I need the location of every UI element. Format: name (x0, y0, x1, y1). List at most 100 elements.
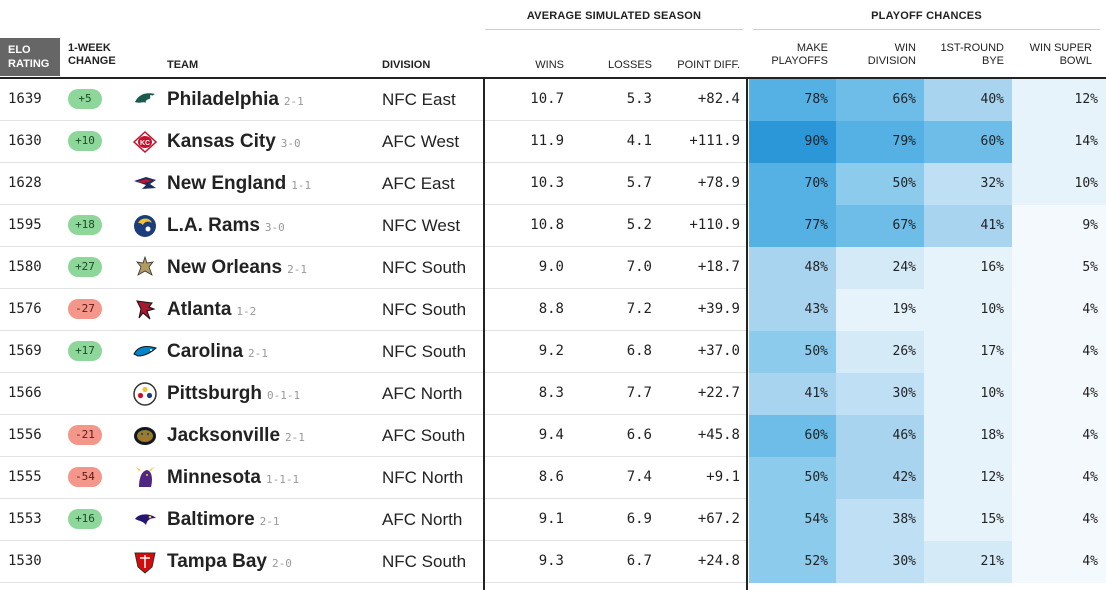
elo-header-line-2: RATING (8, 58, 50, 70)
team-name-cell[interactable]: Jacksonville 2-1 (167, 415, 305, 456)
division-value: AFC North (382, 384, 463, 403)
team-name: Philadelphia (167, 89, 279, 110)
column-header-point-diff[interactable]: POINT DIFF. (677, 59, 740, 71)
header-rule (0, 77, 1106, 79)
first-round-bye-cell: 10% (924, 373, 1012, 415)
team-name-cell[interactable]: New Orleans 2-1 (167, 247, 307, 288)
row-divider (0, 204, 747, 205)
first-round-bye-cell: 21% (924, 541, 1012, 583)
losses-value: 6.9 (626, 511, 652, 527)
table-row[interactable]: 1553 +16 Baltimore 2-1 AFC North 9.1 6.9 +67.2 5… (0, 499, 1106, 541)
column-header-change[interactable]: 1-WEEK CHANGE (68, 42, 116, 68)
row-divider (0, 372, 747, 373)
make-playoffs-cell: 70% (749, 163, 836, 205)
make-playoffs-cell: 50% (749, 331, 836, 373)
group-underline-simulated-season (485, 29, 743, 30)
make-playoffs-header-line-2: PLAYOFFS (771, 55, 828, 67)
point-diff-value: +18.7 (697, 259, 740, 275)
first-round-bye-cell: 16% (924, 247, 1012, 289)
column-header-elo-rating[interactable]: ELO RATING (0, 38, 60, 76)
losses-value: 6.7 (626, 553, 652, 569)
win-division-cell: 42% (836, 457, 924, 499)
column-header-make-playoffs[interactable]: MAKE PLAYOFFS (753, 42, 828, 68)
column-header-division[interactable]: DIVISION (382, 59, 431, 71)
team-name-cell[interactable]: Minnesota 1-1-1 (167, 457, 299, 498)
team-record: 3-0 (280, 137, 301, 150)
team-name: New Orleans (167, 257, 283, 278)
row-divider (0, 288, 747, 289)
team-name-cell[interactable]: Tampa Bay 2-0 (167, 541, 292, 582)
make-playoffs-cell: 54% (749, 499, 836, 541)
make-playoffs-header-line-1: MAKE (796, 42, 828, 54)
rams-logo (134, 215, 156, 237)
team-name-cell[interactable]: Carolina 2-1 (167, 331, 268, 372)
win-division-cell: 66% (836, 79, 924, 121)
team-name-cell[interactable]: Pittsburgh 0-1-1 (167, 373, 300, 414)
point-diff-value: +82.4 (697, 91, 740, 107)
table-row[interactable]: 1555 -54 Minnesota 1-1-1 NFC North 8.6 7.4 +9.1… (0, 457, 1106, 499)
table-row[interactable]: 1569 +17 Carolina 2-1 NFC South 9.2 6.8 +37.0 50… (0, 331, 1106, 373)
table-row[interactable]: 1595 +18 L.A. Rams 3-0 NFC West 10.8 5.2 +110.9… (0, 205, 1106, 247)
losses-value: 6.8 (626, 343, 652, 359)
first-round-bye-cell: 41% (924, 205, 1012, 247)
column-header-win-super-bowl[interactable]: WIN SUPER BOWL (1012, 42, 1092, 68)
team-name-cell[interactable]: New England 1-1 (167, 163, 311, 204)
team-name-cell[interactable]: Philadelphia 2-1 (167, 79, 304, 120)
division-value: NFC North (382, 468, 464, 487)
win-division-cell: 67% (836, 205, 924, 247)
wins-value: 9.4 (538, 427, 564, 443)
team-name-cell[interactable]: Baltimore 2-1 (167, 499, 280, 540)
team-record: 2-1 (283, 95, 304, 108)
column-header-win-division[interactable]: WIN DIVISION (840, 42, 916, 68)
column-header-losses[interactable]: LOSSES (607, 59, 652, 71)
table-row[interactable]: 1566 Pittsburgh 0-1-1 AFC North 8.3 7.7 +22.7 4… (0, 373, 1106, 415)
make-playoffs-cell: 52% (749, 541, 836, 583)
row-divider (0, 414, 747, 415)
team-name: Jacksonville (167, 425, 281, 446)
weekly-change-badge: +5 (68, 89, 102, 109)
team-name-cell[interactable]: L.A. Rams 3-0 (167, 205, 285, 246)
team-name-cell[interactable]: Kansas City 3-0 (167, 121, 301, 162)
eagles-logo (135, 93, 155, 103)
row-divider (0, 162, 747, 163)
table-row[interactable]: 1630 +10 KC Kansas City 3-0 AFC West 11.9 4.1 +1… (0, 121, 1106, 163)
division-value: NFC West (382, 216, 461, 235)
losses-value: 6.6 (626, 427, 652, 443)
buccaneers-logo (134, 552, 156, 574)
point-diff-value: +110.9 (689, 217, 740, 233)
column-header-team[interactable]: TEAM (167, 59, 199, 71)
losses-value: 7.0 (626, 259, 652, 275)
table-row[interactable]: 1580 +27 New Orleans 2-1 NFC South 9.0 7.0 +18.… (0, 247, 1106, 289)
table-row[interactable]: 1576 -27 Atlanta 1-2 NFC South 8.8 7.2 +39.9 43%… (0, 289, 1106, 331)
division-value: AFC North (382, 510, 463, 529)
table-row[interactable]: 1639 +5 Philadelphia 2-1 NFC East 10.7 5.3 +82.… (0, 79, 1106, 121)
team-name: New England (167, 173, 287, 194)
team-name: Pittsburgh (167, 383, 262, 404)
team-record: 0-1-1 (267, 389, 301, 402)
division-value: NFC South (382, 342, 467, 361)
wins-value: 9.2 (538, 343, 564, 359)
chiefs-logo: KC (132, 130, 158, 154)
group-header-playoff-chances: PLAYOFF CHANCES (871, 10, 982, 22)
win-super-bowl-cell: 4% (1012, 457, 1106, 499)
super-bowl-header-line-2: BOWL (1059, 55, 1092, 67)
table-row[interactable]: 1556 -21 Jacksonville 2-1 AFC South 9.4 6.6 +45… (0, 415, 1106, 457)
point-diff-value: +45.8 (697, 427, 740, 443)
column-header-wins[interactable]: WINS (535, 59, 564, 71)
make-playoffs-cell: 90% (749, 121, 836, 163)
row-divider (0, 498, 747, 499)
division-value: AFC South (382, 426, 466, 445)
win-division-cell: 38% (836, 499, 924, 541)
table-row[interactable]: 1530 Tampa Bay 2-0 NFC South 9.3 6.7 +24.8 52% 3… (0, 541, 1106, 583)
column-header-first-round-bye[interactable]: 1ST-ROUND BYE (925, 42, 1004, 68)
team-record: 1-1-1 (265, 473, 300, 486)
team-record: 3-0 (264, 221, 285, 234)
win-super-bowl-cell: 12% (1012, 79, 1106, 121)
wins-value: 10.7 (530, 91, 564, 107)
elo-rating-value: 1628 (8, 175, 42, 191)
table-row[interactable]: 1628 New England 1-1 AFC East 10.3 5.7 +78.9 70… (0, 163, 1106, 205)
row-divider (0, 330, 747, 331)
team-name-cell[interactable]: Atlanta 1-2 (167, 289, 256, 330)
first-round-bye-cell: 15% (924, 499, 1012, 541)
make-playoffs-cell: 48% (749, 247, 836, 289)
